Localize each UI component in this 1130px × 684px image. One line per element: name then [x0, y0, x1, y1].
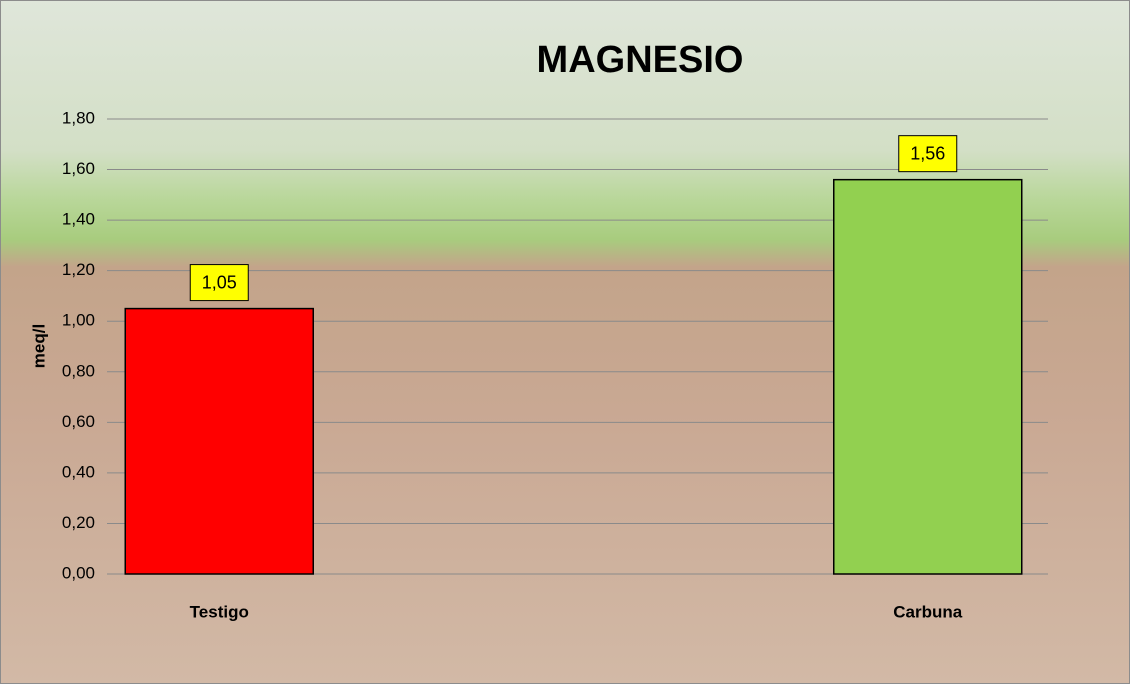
y-tick-label: 1,60	[62, 159, 95, 178]
value-label-box	[898, 135, 958, 173]
y-tick-label: 1,80	[62, 108, 95, 127]
x-tick-label: Testigo	[190, 602, 249, 621]
y-tick-label: 0,20	[62, 513, 95, 532]
y-tick-label: 1,40	[62, 210, 95, 229]
y-tick-label: 1,20	[62, 260, 95, 279]
y-tick-label: 0,80	[62, 361, 95, 380]
value-label-box	[189, 264, 249, 302]
y-tick-label: 0,40	[62, 462, 95, 481]
value-label: 1,56	[910, 143, 945, 163]
y-tick-label: 0,60	[62, 412, 95, 431]
chart-title: MAGNESIO	[537, 39, 744, 81]
bar	[124, 307, 314, 575]
y-tick-label: 0,00	[62, 563, 95, 582]
y-tick-label: 1,00	[62, 311, 95, 330]
value-label: 1,05	[202, 272, 237, 292]
bar	[833, 178, 1023, 575]
x-tick-label: Carbuna	[893, 602, 963, 621]
y-axis-label: meq/l	[29, 324, 48, 368]
